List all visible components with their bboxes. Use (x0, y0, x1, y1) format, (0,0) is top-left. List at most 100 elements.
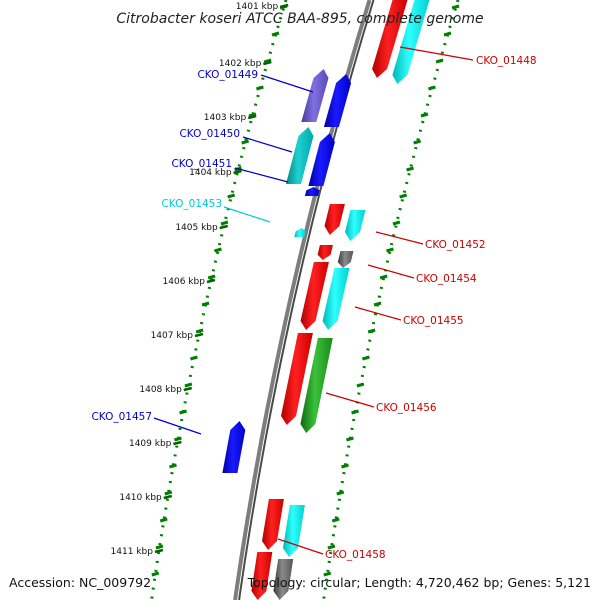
label-leader-line (260, 74, 314, 93)
kbp-tick-label: 1407 kbp (151, 331, 194, 341)
ruler-minor-tick (214, 247, 222, 253)
ruler-minor-tick (413, 139, 422, 145)
gene-labels: CKO_01448 CKO_01449 CKO_01450 CKO_01451 CKO_… (91, 46, 537, 561)
gene-arrow-cko-01448 (372, 0, 408, 78)
ruler-minor-tick (155, 544, 164, 550)
gene-label-cko-01455[interactable]: CKO_01455 (403, 315, 464, 327)
ruler-minor-tick (373, 301, 382, 307)
genome-summary-text: Topology: circular; Length: 4,720,462 bp… (247, 575, 591, 590)
gene-label-cko-01457[interactable]: CKO_01457 (91, 411, 152, 423)
ruler-minor-tick (327, 544, 336, 550)
ruler-minor-tick (386, 247, 394, 253)
label-leader-line (242, 136, 293, 153)
gene-arrow-cko-01457 (222, 421, 246, 473)
kbp-major-tick (173, 440, 182, 446)
gene-arrow-cko-01455 (322, 268, 350, 330)
gene-arrow-cko-01456 (300, 338, 333, 433)
kbp-tick-label: 1401 kbp (236, 2, 279, 12)
ruler-minor-tick (367, 328, 376, 334)
gene-arrow-cko-01454 (337, 251, 354, 268)
gene-arrow-cko-01449a (301, 69, 329, 122)
kbp-major-tick (279, 3, 289, 9)
ruler-minor-tick (428, 85, 436, 91)
ruler-minor-tick (420, 112, 429, 118)
ruler-minor-tick (399, 193, 408, 199)
gene-label-cko-01451[interactable]: CKO_01451 (171, 158, 232, 170)
label-leader-line (354, 306, 402, 321)
ruler-minor-tick (323, 571, 332, 577)
gene-arrow-cko-01454a (317, 245, 333, 260)
ruler-minor-tick (443, 31, 452, 37)
gene-arrow-cko-01448b (392, 0, 430, 84)
kbp-tick-label: 1402 kbp (219, 59, 262, 69)
ruler-minor-tick (220, 220, 229, 226)
kbp-tick-labels: 1401 kbp 1402 kbp 1403 kbp 1404 kbp 1405 kbp… (111, 2, 289, 557)
gene-label-cko-01448[interactable]: CKO_01448 (476, 55, 537, 67)
gene-arrow-cko-01452 (324, 204, 345, 235)
ruler-minor-tick (406, 166, 414, 172)
ruler-minor-tick (207, 274, 216, 280)
ruler-minor-tick (379, 274, 388, 280)
gene-label-cko-01458[interactable]: CKO_01458 (325, 549, 386, 561)
kbp-tick-label: 1406 kbp (163, 277, 206, 287)
gene-arrow-cko-01458 (282, 505, 305, 557)
gene-arrow-cko-01458a (262, 499, 284, 550)
ruler-minor-tick (392, 220, 401, 226)
label-leader-line (375, 231, 424, 245)
ruler-minor-tick (179, 409, 187, 415)
kbp-major-tick (233, 169, 242, 175)
label-leader-line (399, 46, 474, 61)
gene-label-cko-01450[interactable]: CKO_01450 (179, 128, 240, 140)
backbone (233, 0, 375, 600)
gene-arrow-cko-01451 (308, 133, 335, 186)
gene-label-cko-01456[interactable]: CKO_01456 (376, 402, 437, 414)
gene-arrow-cko-01450 (286, 127, 314, 184)
label-leader-line (223, 206, 271, 223)
ruler-minor-tick (184, 382, 193, 388)
ruler-minor-tick (263, 58, 272, 64)
gene-arrow-cko-01452b (345, 210, 366, 241)
accession-text: Accession: NC_009792 (9, 575, 151, 590)
gene-arrow-cko-01456a (281, 333, 313, 425)
ruler-minor-tick (341, 463, 349, 469)
ruler-minor-tick (351, 409, 359, 415)
gene-arrow-cko-01451b (304, 187, 320, 196)
gene-label-cko-01449[interactable]: CKO_01449 (197, 69, 258, 81)
kbp-major-tick (263, 60, 272, 66)
kbp-major-tick (194, 332, 204, 338)
ruler-minor-tick (174, 436, 182, 442)
ruler-minor-tick (451, 4, 460, 10)
gene-label-cko-01454[interactable]: CKO_01454 (416, 273, 477, 285)
ruler-minor-tick (151, 571, 160, 577)
gene-arrow-cko-01459 (251, 552, 273, 600)
ruler-minor-tick (248, 112, 257, 118)
kbp-tick-label: 1411 kbp (111, 547, 154, 557)
kbp-tick-label: 1404 kbp (189, 168, 232, 178)
ruler-minor-tick (435, 58, 444, 64)
gene-label-cko-01453[interactable]: CKO_01453 (161, 198, 222, 210)
ruler-minor-tick (356, 382, 365, 388)
ruler-minor-tick (164, 490, 173, 496)
ruler-minor-tick (195, 328, 204, 334)
kbp-tick-label: 1409 kbp (129, 439, 172, 449)
gene-arrow-cko-01455a (300, 262, 329, 330)
ruler-minor-tick (331, 517, 340, 523)
kbp-major-tick (183, 386, 193, 392)
gene-label-cko-01452[interactable]: CKO_01452 (425, 239, 486, 251)
label-leader-line (325, 392, 375, 408)
gene-arrow-cko-01459b (273, 559, 294, 600)
ruler-minor-tick (159, 517, 168, 523)
ruler-minor-tick (241, 139, 250, 145)
label-leader-line (234, 167, 289, 183)
kbp-tick-label: 1405 kbp (175, 223, 218, 233)
ruler-minor-tick (271, 31, 280, 37)
ruler-dots-right (322, 0, 460, 600)
ruler-minor-tick (336, 490, 345, 496)
label-leader-line (153, 417, 202, 435)
label-leader-line (367, 264, 415, 279)
ruler-minor-tick (346, 436, 354, 442)
ruler-minor-tick (201, 301, 210, 307)
kbp-major-tick (163, 494, 173, 500)
